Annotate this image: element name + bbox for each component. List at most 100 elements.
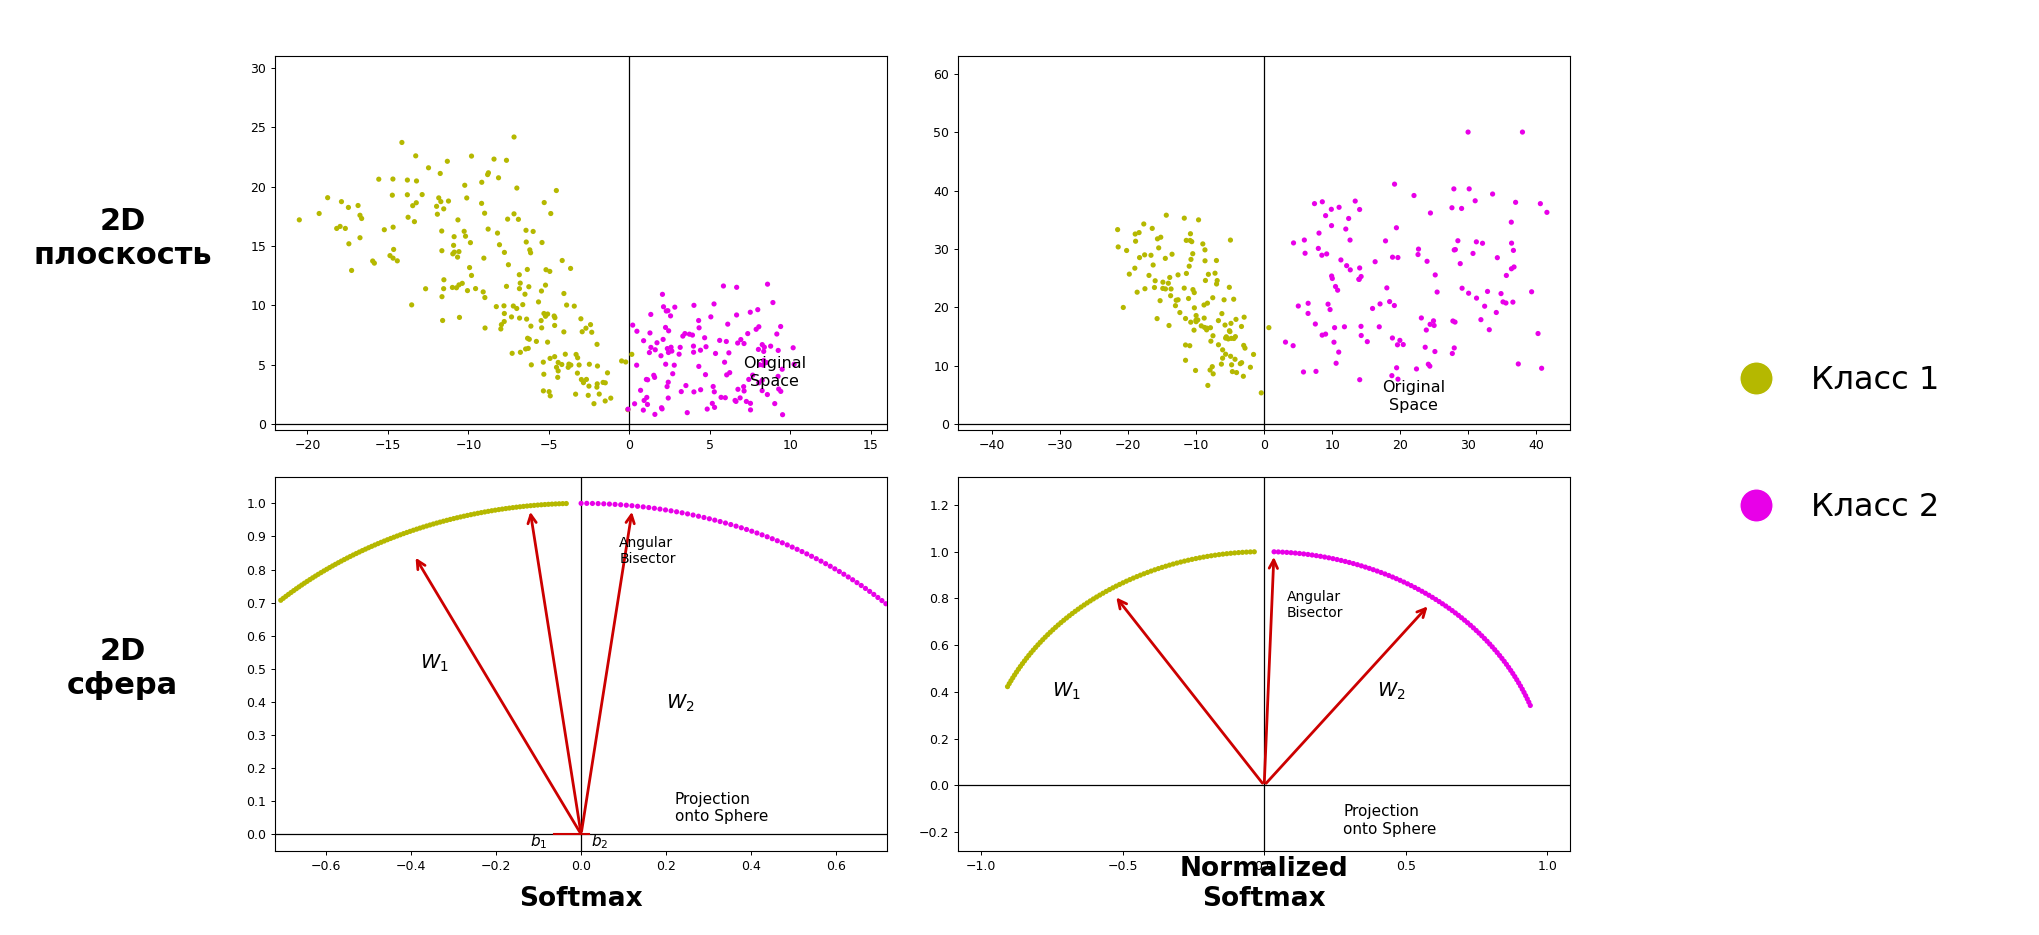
Point [1368, 567, 1401, 582]
Point [954, 695, 987, 710]
Point [1525, 361, 1558, 376]
Point [1219, 352, 1252, 367]
Point [1409, 585, 1442, 600]
Point [1197, 367, 1230, 381]
Point [905, 630, 938, 645]
Point [355, 539, 387, 554]
Point [685, 343, 718, 358]
Point [430, 154, 463, 169]
Point [714, 517, 746, 532]
Point [1219, 329, 1252, 344]
Point [1189, 320, 1221, 335]
Point [367, 534, 400, 549]
Point [952, 691, 985, 706]
Point [455, 268, 487, 283]
Point [646, 332, 679, 347]
Point [1305, 248, 1338, 263]
Point [449, 509, 481, 524]
Point [1191, 321, 1223, 336]
Point [708, 279, 740, 294]
Point [1032, 627, 1064, 642]
Point [559, 387, 591, 402]
Point [581, 358, 614, 373]
Point [538, 309, 571, 324]
Point [1209, 329, 1242, 344]
Point [471, 222, 504, 237]
Point [620, 324, 652, 338]
Point [881, 606, 913, 621]
Point [1197, 359, 1230, 374]
Point [610, 354, 642, 369]
Text: Projection
onto Sphere: Projection onto Sphere [1344, 804, 1437, 837]
Point [1358, 254, 1391, 269]
Point [508, 287, 540, 302]
Point [1140, 273, 1172, 288]
Point [548, 347, 581, 362]
Point [657, 367, 689, 381]
Point [1197, 328, 1230, 343]
Point [1185, 319, 1217, 334]
Point [451, 283, 483, 298]
Point [1370, 234, 1403, 249]
Point [328, 221, 361, 236]
Point [1331, 211, 1364, 226]
Point [445, 510, 477, 525]
Point [756, 295, 789, 310]
Point [1454, 618, 1486, 633]
Point [720, 308, 752, 323]
Point [1413, 359, 1446, 374]
Point [489, 501, 522, 516]
Point [1238, 544, 1270, 559]
Point [1317, 551, 1350, 566]
Point [622, 498, 655, 513]
Point [1419, 592, 1452, 607]
Point [508, 499, 540, 514]
Point [487, 245, 520, 260]
Point [377, 220, 410, 235]
Point [357, 253, 389, 268]
Point [1309, 209, 1342, 223]
Point [1048, 612, 1081, 627]
Point [1144, 230, 1177, 245]
Text: $W_1$: $W_1$ [420, 653, 449, 674]
Point [877, 603, 909, 618]
Point [1384, 573, 1417, 588]
Point [1478, 642, 1511, 657]
Point [310, 562, 343, 577]
Point [524, 313, 557, 328]
Point [1495, 663, 1527, 678]
Point [1227, 368, 1260, 383]
Point [618, 396, 650, 411]
Point [1387, 338, 1419, 352]
Point [516, 357, 548, 372]
Point [942, 675, 975, 690]
Point [1217, 292, 1250, 307]
Point [710, 515, 742, 530]
Point [1464, 312, 1497, 327]
Point [1252, 320, 1285, 335]
Point [1160, 555, 1193, 570]
Point [1323, 345, 1356, 360]
Point [1437, 313, 1470, 328]
Point [646, 401, 679, 416]
Point [1342, 557, 1374, 572]
Point [708, 354, 740, 369]
Point [699, 346, 732, 361]
Point [616, 318, 648, 333]
Point [275, 585, 308, 600]
Point [844, 578, 877, 593]
Point [889, 612, 922, 627]
Point [365, 535, 398, 550]
Point [1315, 202, 1348, 217]
Point [1017, 642, 1050, 657]
Point [685, 382, 718, 397]
Point [1121, 285, 1154, 300]
Point [465, 175, 498, 190]
Point [595, 391, 628, 406]
Point [324, 194, 357, 209]
Point [1380, 338, 1413, 352]
Point [516, 224, 548, 239]
Point [520, 334, 553, 349]
Point [683, 321, 716, 336]
Point [1391, 576, 1423, 591]
